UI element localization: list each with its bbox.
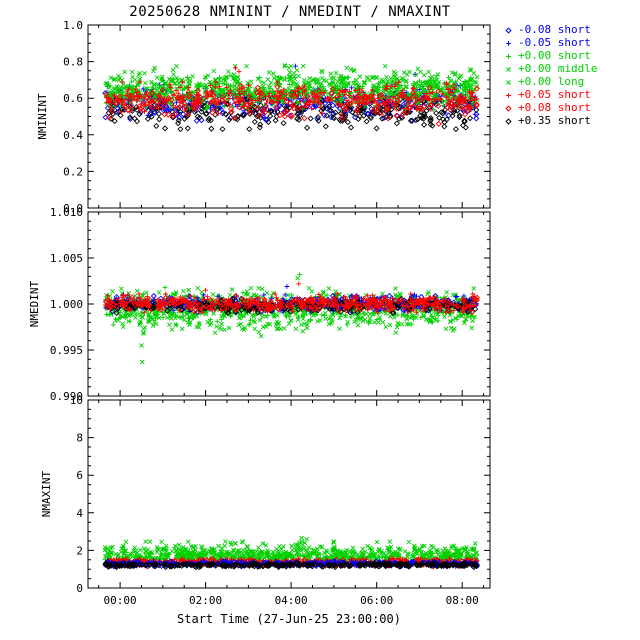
chart-title: 20250628 NMININT / NMEDINT / NMAXINT bbox=[129, 4, 451, 20]
legend-item: +0.35 short bbox=[502, 115, 597, 127]
legend-item: +0.00 short bbox=[502, 50, 597, 62]
y-tick-label: 1.000 bbox=[50, 298, 83, 311]
legend-label: -0.08 short bbox=[518, 23, 591, 36]
x-tick-label: 08:00 bbox=[446, 594, 479, 607]
y-tick-label: 1.010 bbox=[50, 206, 83, 219]
chart-legend: -0.08 short -0.05 short +0.00 short +0.00 m… bbox=[502, 24, 597, 127]
plus-marker-icon bbox=[506, 92, 511, 98]
series-points bbox=[104, 275, 479, 365]
plus-marker-icon bbox=[506, 53, 511, 59]
diamond-marker-icon bbox=[505, 26, 512, 34]
plus-marker-icon bbox=[506, 40, 511, 46]
legend-label: +0.35 short bbox=[518, 114, 591, 127]
y-tick-label: 0.995 bbox=[50, 344, 83, 357]
y-tick-label: 0 bbox=[76, 582, 83, 595]
diamond-marker-icon bbox=[505, 104, 512, 112]
y-tick-label: 0.8 bbox=[63, 56, 83, 69]
y-tick-label: 1.005 bbox=[50, 252, 83, 265]
y-tick-label: 0.6 bbox=[63, 92, 83, 105]
legend-item: +0.05 short bbox=[502, 89, 597, 101]
y-tick-label: 6 bbox=[76, 469, 83, 482]
y-tick-label: 1.0 bbox=[63, 19, 83, 32]
y-axis-title: NMAXINT bbox=[40, 470, 53, 517]
y-tick-label: 0.4 bbox=[63, 129, 83, 142]
series-points bbox=[102, 559, 480, 571]
panel-axes bbox=[87, 211, 491, 397]
y-axis-title: NMEDINT bbox=[28, 280, 41, 327]
panel-axes bbox=[87, 24, 491, 209]
legend-label: -0.05 short bbox=[518, 36, 591, 49]
y-tick-label: 4 bbox=[76, 507, 83, 520]
legend-label: +0.08 short bbox=[518, 101, 591, 114]
y-tick-label: 8 bbox=[76, 432, 83, 445]
x-tick-label: 06:00 bbox=[360, 594, 393, 607]
legend-item: +0.08 short bbox=[502, 102, 597, 114]
y-tick-label: 2 bbox=[76, 544, 83, 557]
x-marker-icon bbox=[506, 79, 511, 85]
legend-label: +0.00 long bbox=[518, 75, 585, 88]
series-points bbox=[102, 292, 481, 316]
legend-item: +0.00 middle bbox=[502, 63, 597, 75]
x-tick-label: 00:00 bbox=[104, 594, 137, 607]
legend-label: +0.00 short bbox=[518, 49, 591, 62]
legend-item: -0.08 short bbox=[502, 24, 597, 36]
y-tick-label: 0.2 bbox=[63, 165, 83, 178]
y-tick-label: 10 bbox=[70, 394, 83, 407]
series-points bbox=[103, 62, 479, 109]
x-tick-label: 04:00 bbox=[275, 594, 308, 607]
x-marker-icon bbox=[506, 66, 511, 72]
legend-label: +0.05 short bbox=[518, 88, 591, 101]
legend-item: -0.05 short bbox=[502, 37, 597, 49]
series-points bbox=[103, 83, 480, 127]
panel-axes bbox=[87, 399, 491, 589]
x-tick-label: 02:00 bbox=[189, 594, 222, 607]
y-tick-label: 0.990 bbox=[50, 390, 83, 403]
diamond-marker-icon bbox=[505, 117, 512, 125]
x-axis-title: Start Time (27-Jun-25 23:00:00) bbox=[177, 612, 401, 626]
legend-label: +0.00 middle bbox=[518, 62, 598, 75]
y-axis-title: NMININT bbox=[36, 93, 49, 140]
legend-item: +0.00 long bbox=[502, 76, 597, 88]
y-tick-label: 0.0 bbox=[63, 202, 83, 215]
